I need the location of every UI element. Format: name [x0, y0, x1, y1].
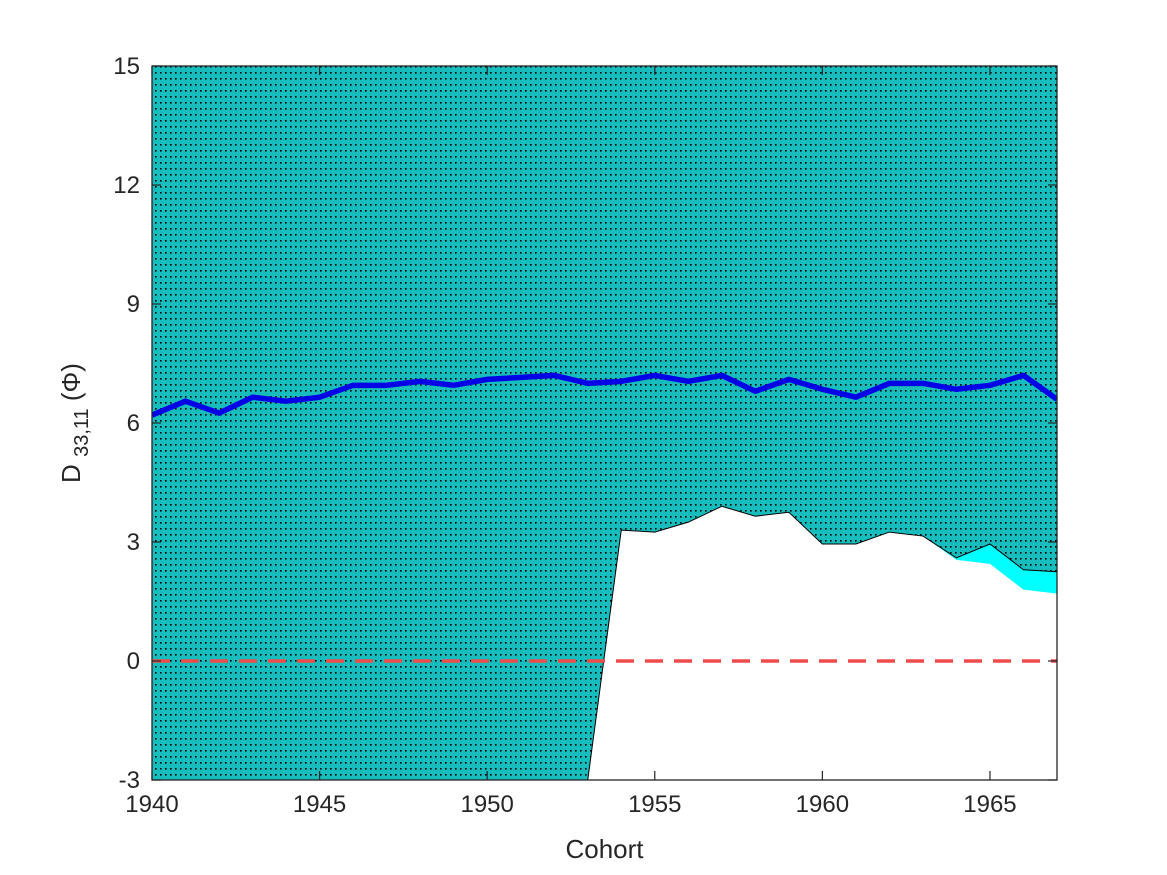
ticks: 1940 1945 1950 1955 1960 1965 -3 0 3 6 9 12 15	[113, 53, 1057, 818]
estimate-point	[352, 384, 354, 386]
confidence-band	[152, 66, 1057, 780]
estimate-point	[654, 374, 656, 376]
estimate-point	[553, 374, 555, 376]
estimate-point	[687, 380, 689, 382]
estimate-point	[218, 412, 220, 414]
estimate-point	[888, 382, 890, 384]
x-tick-label: 1965	[963, 791, 1016, 818]
y-tick-label: -3	[119, 767, 140, 794]
y-tick-label: 3	[127, 529, 140, 556]
y-axis-label: D 33,11 (Φ)	[56, 363, 94, 483]
x-tick-label: 1940	[125, 791, 178, 818]
estimate-point	[285, 400, 287, 402]
estimate-point	[252, 396, 254, 398]
x-axis-label: Cohort	[565, 834, 644, 864]
band-lower-edge	[152, 505, 1057, 780]
y-tick-label: 12	[113, 172, 140, 199]
estimate-point	[955, 388, 957, 390]
estimate-line	[152, 372, 1057, 418]
estimate-point	[754, 390, 756, 392]
axis-labels: Cohort D 33,11 (Φ)	[56, 363, 644, 864]
x-tick-label: 1960	[796, 791, 849, 818]
y-axis-label-base: D	[56, 464, 86, 483]
y-tick-label: 9	[127, 291, 140, 318]
series-lines	[152, 372, 1057, 663]
estimate-point	[788, 378, 790, 380]
estimate-point	[721, 374, 723, 376]
y-tick-label: 6	[127, 410, 140, 437]
x-tick-label: 1945	[293, 791, 346, 818]
estimate-point	[922, 382, 924, 384]
y-tick-label: 0	[127, 648, 140, 675]
x-tick-label: 1955	[628, 791, 681, 818]
estimate-point	[453, 384, 455, 386]
estimate-point	[1022, 374, 1024, 376]
estimate-point	[319, 396, 321, 398]
y-axis-label-suffix: (Φ)	[56, 363, 86, 401]
estimate-point	[821, 388, 823, 390]
estimate-point	[185, 400, 187, 402]
estimate-point	[620, 380, 622, 382]
estimate-point	[989, 384, 991, 386]
estimate-point	[855, 396, 857, 398]
band-stipple	[152, 66, 1057, 780]
estimate-point	[419, 380, 421, 382]
y-axis-label-subscript: 33,11	[71, 408, 93, 457]
y-tick-label: 15	[113, 53, 140, 80]
estimate-point	[587, 382, 589, 384]
estimate-point	[486, 378, 488, 380]
estimate-point	[520, 376, 522, 378]
x-tick-label: 1950	[460, 791, 513, 818]
estimate-point	[386, 384, 388, 386]
